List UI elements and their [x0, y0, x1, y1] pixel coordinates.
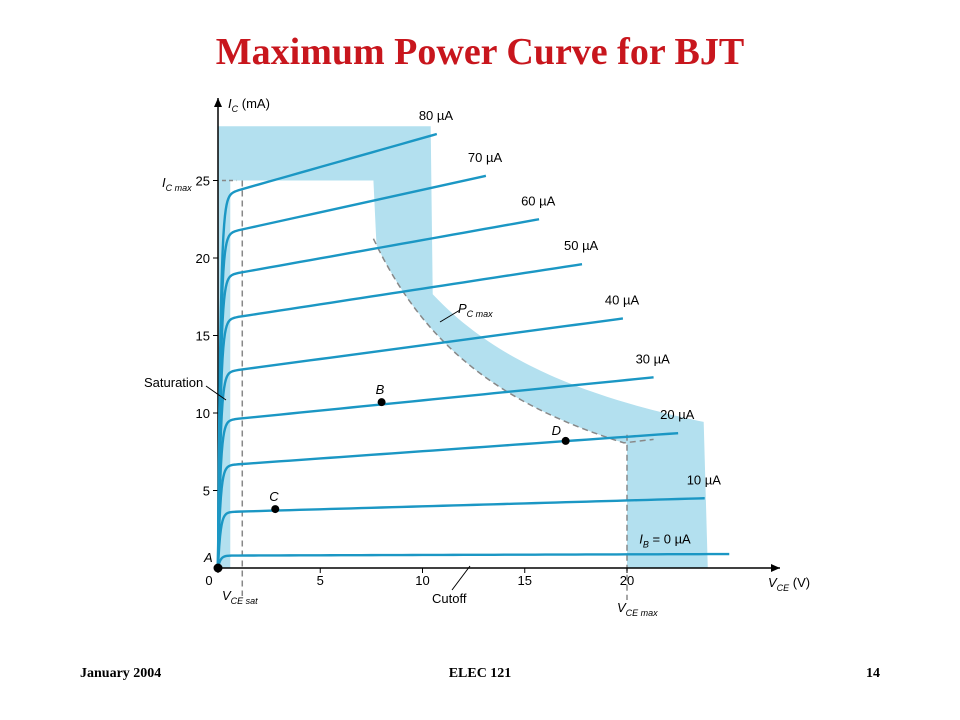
- curve-0ua: [216, 552, 730, 569]
- curve-50ua: [216, 263, 583, 569]
- saturation-leader: [205, 385, 227, 401]
- x-axis-label: VCE (V): [768, 575, 810, 593]
- footer-page-number: 14: [866, 666, 880, 681]
- curve-label-60ua: 60 µA: [521, 193, 556, 208]
- y-axis-arrow: [214, 98, 222, 107]
- cutoff-label: Cutoff: [432, 591, 467, 606]
- x-tick-label: 5: [317, 573, 324, 588]
- point-a: [213, 563, 223, 573]
- y-tick-label: 20: [196, 251, 210, 266]
- curve-label-50ua: 50 µA: [564, 238, 599, 253]
- point-label-d: D: [552, 423, 561, 438]
- curve-label-10ua: 10 µA: [687, 472, 722, 487]
- non-operating-region: [218, 126, 708, 568]
- curve-label-0ua: IB = 0 µA: [639, 532, 691, 550]
- curve-30ua: [216, 376, 654, 569]
- point-label-c: C: [269, 489, 279, 504]
- curve-10ua: [216, 497, 705, 569]
- x-tick-label: 10: [415, 573, 429, 588]
- y-tick-label: 15: [196, 329, 210, 344]
- vce-max-label: VCE max: [617, 600, 658, 618]
- curve-80ua: [216, 132, 438, 569]
- x-tick-label: 15: [518, 573, 532, 588]
- y-axis-label: IC (mA): [228, 96, 270, 114]
- curve-label-20ua: 20 µA: [660, 407, 695, 422]
- curve-label-70ua: 70 µA: [468, 150, 503, 165]
- curve-label-80ua: 80 µA: [419, 108, 454, 123]
- pc-max-label: PC max: [458, 301, 493, 319]
- y-tick-label: 5: [203, 484, 210, 499]
- curve-60ua: [216, 218, 540, 569]
- pc-max-hyperbola: [372, 238, 654, 444]
- curve-40ua: [216, 317, 624, 569]
- curve-label-30ua: 30 µA: [636, 351, 671, 366]
- y-tick-label: 25: [196, 174, 210, 189]
- y-tick-label: 10: [196, 406, 210, 421]
- point-label-b: B: [376, 382, 385, 397]
- pc-max-leader: [439, 309, 461, 323]
- point-b: [377, 398, 386, 407]
- point-d: [561, 436, 570, 445]
- x-tick-label: 0: [205, 573, 212, 588]
- curve-label-40ua: 40 µA: [605, 292, 640, 307]
- curve-70ua: [216, 174, 487, 569]
- ic-max-label: IC max: [162, 175, 192, 193]
- footer-date: January 2004: [80, 666, 162, 681]
- slide-title: Maximum Power Curve for BJT: [215, 31, 745, 73]
- footer-course: ELEC 121: [448, 666, 512, 681]
- x-tick-label: 20: [620, 573, 634, 588]
- cutoff-leader: [451, 565, 471, 591]
- vce-sat-label: VCE sat: [222, 588, 258, 606]
- x-axis-arrow: [771, 564, 780, 572]
- point-label-a: A: [203, 550, 213, 565]
- point-c: [271, 505, 280, 514]
- saturation-label: Saturation: [144, 375, 203, 390]
